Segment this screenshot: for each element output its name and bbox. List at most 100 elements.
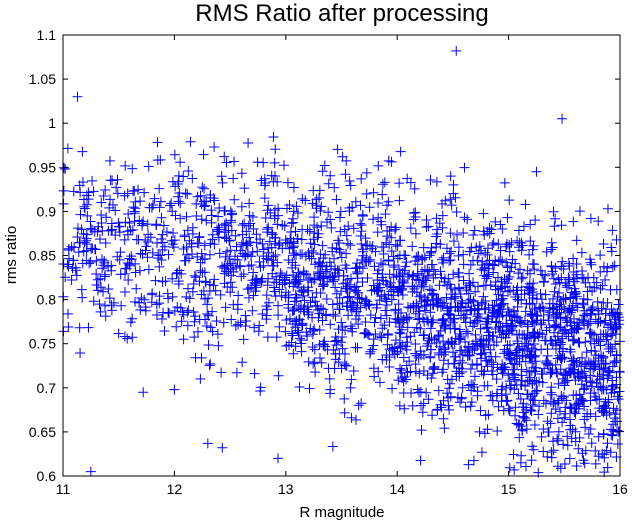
data-point: [478, 291, 489, 302]
data-point: [94, 234, 105, 245]
data-point: [235, 261, 246, 272]
data-point: [522, 376, 533, 387]
data-point: [440, 346, 451, 357]
data-point: [436, 318, 447, 329]
data-point: [506, 380, 517, 391]
data-point: [237, 229, 248, 240]
x-axis: 11 12 13 14 15 16: [56, 35, 628, 497]
data-point: [130, 296, 141, 307]
data-point: [169, 235, 180, 246]
data-point: [470, 336, 481, 347]
data-point: [263, 254, 274, 265]
data-point: [316, 201, 327, 212]
data-point: [511, 345, 522, 356]
data-point: [261, 314, 272, 325]
data-point: [531, 376, 542, 387]
data-point: [482, 243, 493, 254]
y-tick-label: 0.65: [29, 424, 56, 440]
data-point: [601, 304, 612, 315]
data-point: [445, 171, 456, 182]
data-point: [610, 317, 621, 328]
data-point: [448, 269, 459, 280]
data-point: [342, 300, 353, 311]
data-point: [399, 265, 410, 276]
data-point: [386, 294, 397, 305]
data-point: [467, 359, 478, 370]
data-point: [417, 407, 428, 418]
data-point: [565, 366, 576, 377]
data-point: [482, 424, 493, 435]
data-point: [227, 282, 238, 293]
data-point: [574, 432, 585, 443]
data-point: [286, 237, 297, 248]
data-point: [100, 238, 111, 249]
data-point: [563, 258, 574, 269]
data-point: [189, 316, 200, 327]
data-point: [62, 143, 73, 154]
data-point: [433, 385, 444, 396]
data-point: [444, 255, 455, 266]
data-point: [467, 321, 478, 332]
data-point: [569, 276, 580, 287]
data-point: [511, 311, 522, 322]
data-point: [280, 238, 291, 249]
data-point: [510, 292, 521, 303]
data-point: [373, 198, 384, 209]
data-point: [514, 264, 525, 275]
data-point: [263, 247, 274, 258]
data-point: [134, 297, 145, 308]
data-point: [220, 302, 231, 313]
data-point: [321, 294, 332, 305]
data-point: [484, 255, 495, 266]
data-point: [203, 339, 214, 350]
data-point: [472, 390, 483, 401]
data-point: [188, 279, 199, 290]
data-point: [95, 306, 106, 317]
data-point: [226, 225, 237, 236]
data-point: [520, 413, 531, 424]
data-point: [219, 151, 230, 162]
data-point: [269, 286, 280, 297]
data-point: [419, 329, 430, 340]
data-point: [556, 261, 567, 272]
data-point: [327, 271, 338, 282]
data-point: [514, 432, 525, 443]
data-point: [476, 264, 487, 275]
data-point: [307, 292, 318, 303]
data-point: [226, 314, 237, 325]
data-point: [610, 416, 621, 427]
data-point: [367, 241, 378, 252]
data-point: [345, 273, 356, 284]
data-point: [266, 227, 277, 238]
data-point: [474, 312, 485, 323]
data-point: [252, 246, 263, 257]
data-point: [249, 368, 260, 379]
data-point: [386, 156, 397, 167]
data-point: [426, 373, 437, 384]
data-point: [353, 400, 364, 411]
data-point: [492, 308, 503, 319]
data-point: [181, 211, 192, 222]
data-point: [87, 224, 98, 235]
data-point: [328, 309, 339, 320]
data-point: [326, 222, 337, 233]
data-point: [353, 310, 364, 321]
data-point: [526, 405, 537, 416]
data-point: [455, 289, 466, 300]
data-point: [163, 249, 174, 260]
data-point: [186, 241, 197, 252]
data-point: [98, 191, 109, 202]
data-point: [574, 337, 585, 348]
data-point: [204, 249, 215, 260]
data-point: [457, 382, 468, 393]
data-point: [555, 313, 566, 324]
data-point: [435, 325, 446, 336]
data-point: [507, 358, 518, 369]
data-point: [606, 330, 617, 341]
data-point: [302, 302, 313, 313]
data-point: [401, 360, 412, 371]
data-point: [469, 305, 480, 316]
data-point: [359, 298, 370, 309]
data-point: [489, 300, 500, 311]
data-point: [497, 224, 508, 235]
